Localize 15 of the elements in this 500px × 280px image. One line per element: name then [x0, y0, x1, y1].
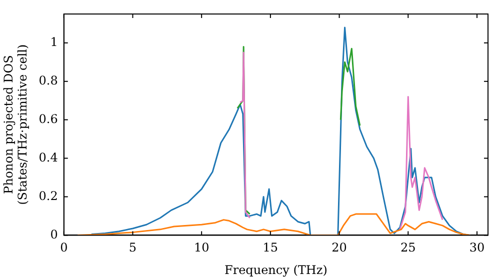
- y-tick-label: 1: [50, 34, 58, 49]
- y-axis-title: Phonon projected DOS (States/THz·primitive cell): [1, 44, 30, 205]
- y-tick-label: 0: [50, 227, 58, 242]
- y-tick-label: 0.6: [38, 112, 58, 126]
- x-tick-label: 20: [332, 240, 347, 255]
- x-tick-label: 30: [469, 240, 485, 255]
- x-tick-label: 10: [194, 240, 210, 255]
- x-tick-label: 25: [400, 240, 416, 255]
- x-tick-label: 5: [128, 240, 137, 255]
- x-axis-title: Frequency (THz): [224, 262, 328, 277]
- x-tick-label: 15: [262, 240, 278, 255]
- y-tick-label: 0.2: [38, 188, 58, 203]
- x-tick-label: 0: [60, 240, 68, 255]
- y-tick-label: 0.8: [38, 73, 58, 88]
- y-tick-label: 0.4: [38, 150, 58, 164]
